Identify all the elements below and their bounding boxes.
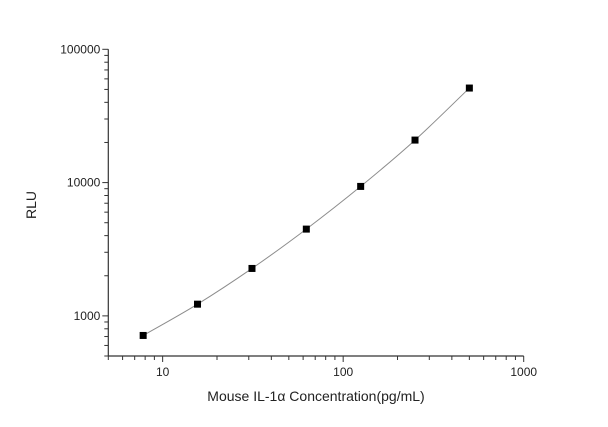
axes [102, 48, 525, 362]
y-tick-label: 10000 [67, 176, 101, 190]
x-tick-label: 1000 [510, 365, 537, 379]
data-point [411, 136, 419, 144]
x-tick-label: 10 [156, 365, 170, 379]
data-point [302, 225, 310, 233]
fit-curve [142, 87, 470, 336]
data-points [139, 84, 473, 339]
data-point [139, 331, 147, 339]
data-point [248, 264, 256, 272]
data-point [194, 300, 202, 308]
tick-labels: 10 100 1000 1000 10000 100000 [60, 42, 537, 379]
y-axis-title: RLU [23, 191, 39, 219]
x-tick-label: 100 [333, 365, 353, 379]
y-tick-label: 1000 [74, 309, 101, 323]
y-tick-label: 100000 [60, 42, 100, 56]
data-point [357, 182, 365, 190]
data-point [465, 84, 473, 92]
x-axis-title: Mouse IL-1α Concentration(pg/mL) [207, 388, 424, 404]
